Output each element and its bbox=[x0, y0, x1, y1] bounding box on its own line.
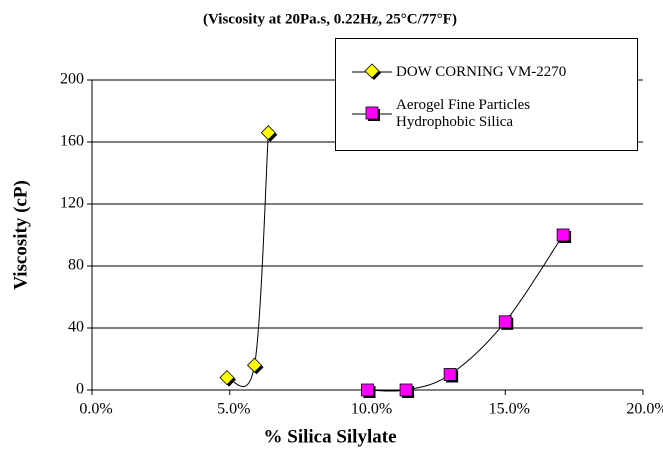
legend-label: DOW CORNING VM-2270 bbox=[396, 63, 567, 80]
x-tick-label: 0.0% bbox=[79, 401, 112, 418]
marker-face bbox=[219, 370, 235, 386]
marker bbox=[443, 368, 459, 383]
marker bbox=[399, 383, 415, 398]
y-tick-label: 160 bbox=[60, 133, 84, 150]
y-tick-label: 0 bbox=[76, 381, 84, 398]
legend-label: Aerogel Fine Particles Hydrophobic Silic… bbox=[396, 97, 531, 130]
x-tick-label: 10.0% bbox=[351, 401, 392, 418]
series-line bbox=[226, 132, 269, 387]
marker-face bbox=[364, 63, 380, 79]
y-axis-label: Viscosity (cP) bbox=[10, 180, 31, 290]
legend-symbol bbox=[352, 63, 392, 80]
marker bbox=[498, 315, 514, 330]
marker bbox=[219, 370, 236, 387]
x-tick-label: 15.0% bbox=[489, 401, 530, 418]
marker bbox=[364, 63, 381, 80]
marker-face bbox=[365, 106, 379, 120]
marker-face bbox=[260, 125, 276, 141]
marker-face bbox=[498, 315, 512, 329]
y-tick-label: 120 bbox=[60, 195, 84, 212]
marker-face bbox=[361, 383, 374, 397]
series-line bbox=[367, 234, 564, 392]
legend-entry: Aerogel Fine Particles Hydrophobic Silic… bbox=[336, 97, 576, 131]
marker-face bbox=[443, 368, 457, 381]
x-axis-label: % Silica Silylate bbox=[264, 426, 397, 447]
chart-title: (Viscosity at 20Pa.s, 0.22Hz, 25°C/77°F) bbox=[203, 11, 457, 27]
legend: DOW CORNING VM-2270 Aerogel Fine Particle… bbox=[335, 38, 638, 151]
x-tick-label: 20.0% bbox=[626, 401, 663, 418]
y-tick-label: 80 bbox=[68, 257, 84, 274]
marker bbox=[246, 357, 264, 375]
legend-entry: DOW CORNING VM-2270 bbox=[336, 57, 636, 87]
x-tick-label: 5.0% bbox=[217, 401, 250, 418]
marker bbox=[260, 125, 278, 142]
marker-face bbox=[246, 357, 263, 373]
marker bbox=[556, 228, 572, 243]
marker-face bbox=[556, 228, 570, 242]
marker bbox=[365, 106, 380, 121]
y-tick-label: 40 bbox=[68, 319, 84, 336]
marker bbox=[361, 383, 376, 398]
legend-symbol bbox=[352, 106, 392, 121]
marker-face bbox=[399, 383, 413, 397]
y-tick-label: 200 bbox=[60, 71, 84, 88]
